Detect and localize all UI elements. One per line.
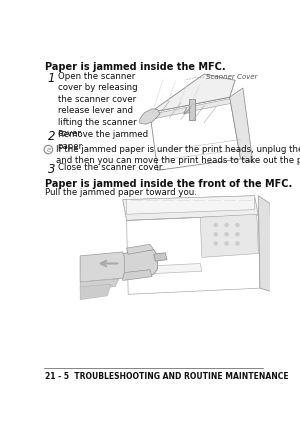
Circle shape bbox=[225, 232, 229, 236]
Polygon shape bbox=[127, 244, 154, 254]
Text: 21 - 5  TROUBLESHOOTING AND ROUTINE MAINTENANCE: 21 - 5 TROUBLESHOOTING AND ROUTINE MAINT… bbox=[45, 372, 289, 381]
Polygon shape bbox=[200, 214, 258, 258]
Polygon shape bbox=[92, 264, 202, 277]
Polygon shape bbox=[127, 196, 254, 214]
Circle shape bbox=[214, 241, 218, 245]
Circle shape bbox=[225, 223, 229, 227]
Polygon shape bbox=[80, 263, 142, 270]
Polygon shape bbox=[230, 88, 253, 163]
Text: Paper is jammed inside the MFC.: Paper is jammed inside the MFC. bbox=[45, 62, 226, 72]
Text: If the jammed paper is under the print heads, unplug the MFC,
and then you can m: If the jammed paper is under the print h… bbox=[56, 145, 300, 165]
Circle shape bbox=[236, 223, 239, 227]
Text: Close the scanner cover.: Close the scanner cover. bbox=[58, 164, 164, 173]
Circle shape bbox=[214, 223, 218, 227]
Polygon shape bbox=[80, 279, 119, 290]
Polygon shape bbox=[154, 253, 167, 261]
Text: 3: 3 bbox=[48, 164, 55, 176]
Circle shape bbox=[236, 232, 239, 236]
Circle shape bbox=[225, 241, 229, 245]
Circle shape bbox=[214, 232, 218, 236]
Polygon shape bbox=[258, 196, 272, 292]
Polygon shape bbox=[123, 196, 258, 221]
Text: 1: 1 bbox=[48, 72, 55, 85]
Text: Remove the jammed
paper.: Remove the jammed paper. bbox=[58, 130, 148, 151]
Polygon shape bbox=[152, 99, 231, 119]
Polygon shape bbox=[80, 258, 154, 266]
Polygon shape bbox=[140, 109, 160, 124]
Polygon shape bbox=[150, 74, 235, 113]
Text: 2: 2 bbox=[48, 130, 55, 143]
Text: Pull the jammed paper toward you.: Pull the jammed paper toward you. bbox=[45, 188, 197, 197]
Text: Paper is jammed inside the front of the MFC.: Paper is jammed inside the front of the … bbox=[45, 179, 292, 189]
Polygon shape bbox=[80, 252, 124, 282]
Text: e: e bbox=[46, 147, 51, 153]
Polygon shape bbox=[123, 270, 152, 280]
Circle shape bbox=[236, 241, 239, 245]
Bar bbox=[189, 99, 195, 120]
Polygon shape bbox=[80, 284, 111, 300]
Text: Open the scanner
cover by releasing
the scanner cover
release lever and
lifting : Open the scanner cover by releasing the … bbox=[58, 72, 137, 138]
Polygon shape bbox=[113, 249, 158, 277]
Text: Scanner Cover: Scanner Cover bbox=[206, 74, 258, 80]
